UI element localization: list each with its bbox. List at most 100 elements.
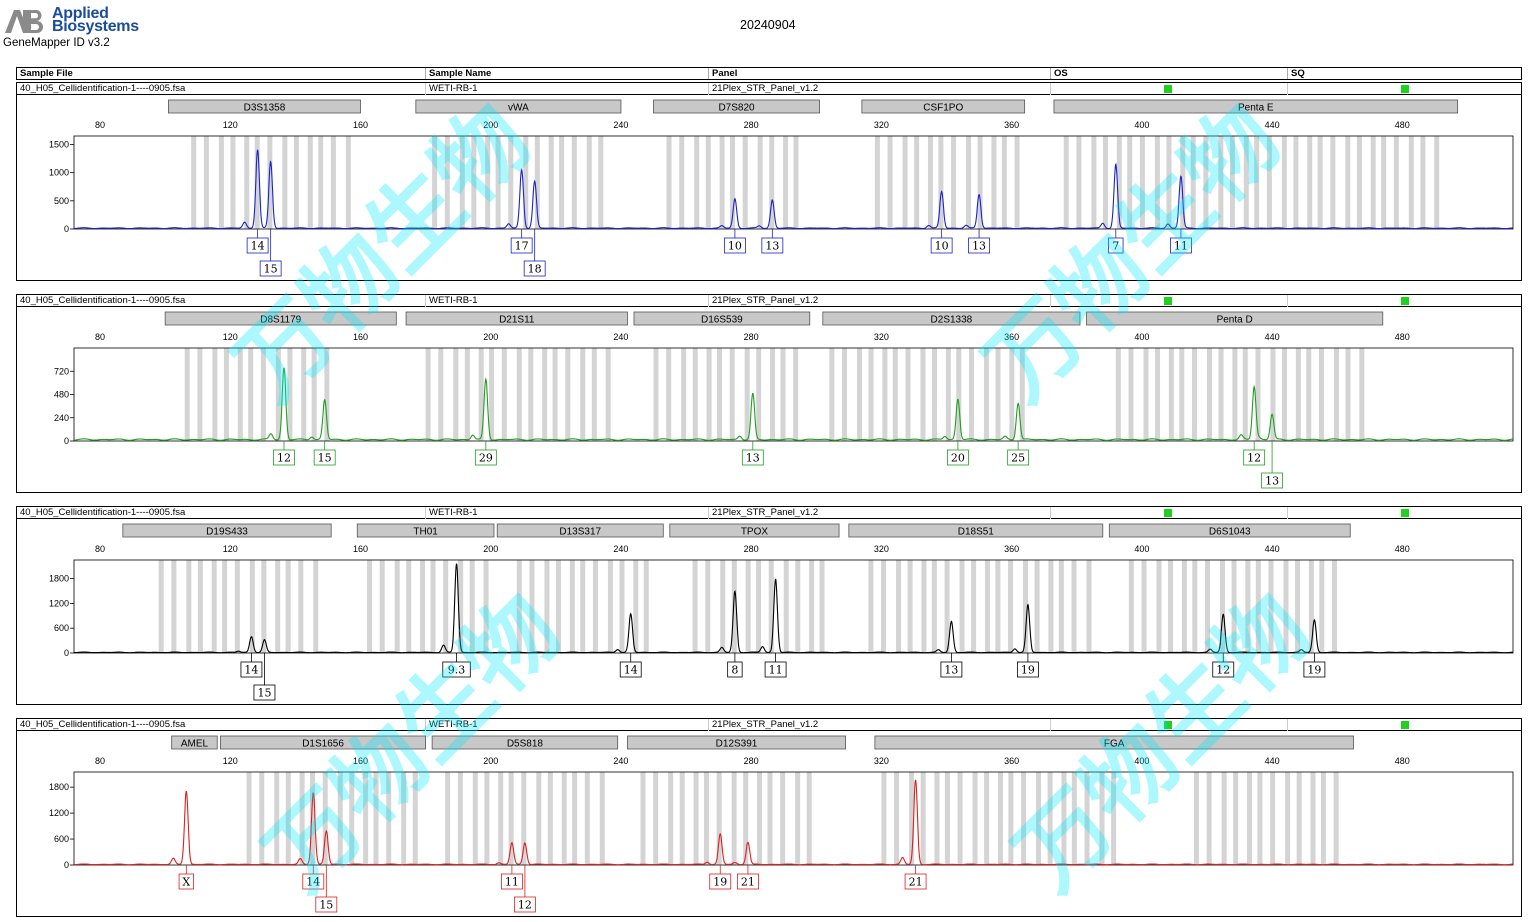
sq-status-indicator (1401, 509, 1409, 517)
allele-box (273, 449, 295, 466)
bin-bar (559, 136, 565, 229)
allele-box (1303, 661, 1326, 678)
ab-logo-icon (5, 10, 43, 33)
bin-bar (716, 772, 722, 865)
marker-label: D16S539 (701, 315, 743, 326)
bin-bar (1084, 772, 1090, 865)
col-sample-file: Sample File (20, 68, 73, 79)
allele-box (259, 260, 282, 277)
allele-label: 11 (769, 664, 783, 677)
bin-bar (1420, 136, 1426, 229)
bin-bar (444, 136, 450, 229)
bin-bar (508, 136, 514, 229)
col-panel: Panel (712, 68, 738, 79)
marker-box (848, 523, 1104, 538)
x-tick-label: 240 (613, 544, 628, 554)
os-status-indicator (1164, 721, 1172, 729)
bin-bar (780, 348, 786, 441)
bin-bar (212, 348, 218, 441)
x-tick-label: 240 (613, 120, 628, 130)
allele-call: 8 (727, 653, 743, 678)
allele-box (947, 449, 969, 466)
bin-bar (285, 560, 291, 653)
marker-box (874, 735, 1354, 750)
column-separator (425, 83, 426, 95)
marker-box (669, 523, 840, 538)
x-tick-label: 200 (483, 544, 498, 554)
marker-bar: D19S433 (122, 523, 332, 538)
sample-file-value: 40_H05_Cellidentification-1----0905.fsa (20, 507, 186, 518)
bin-bar (907, 560, 913, 653)
bin-bar (909, 772, 915, 865)
allele-bins (191, 136, 1440, 229)
allele-call: 19 (709, 865, 732, 890)
x-tick-label: 200 (483, 120, 498, 130)
bin-bar (282, 136, 288, 229)
allele-label: 15 (319, 899, 333, 912)
x-tick-label: 360 (1004, 756, 1019, 766)
signal-trace (74, 563, 1513, 654)
y-tick-label: 1800 (49, 782, 69, 792)
bin-bar (720, 560, 726, 653)
bin-bar (743, 772, 749, 865)
bin-bar (1218, 136, 1224, 229)
allele-label: 13 (765, 240, 779, 253)
bin-bar (244, 136, 250, 229)
bin-bar (605, 348, 611, 441)
sample-info-row: 40_H05_Cellidentification-1----0905.fsa W… (17, 83, 1521, 95)
x-tick-label: 480 (1395, 544, 1410, 554)
x-tick-label: 280 (744, 756, 759, 766)
y-tick-label: 240 (54, 413, 69, 423)
bin-bar (1128, 560, 1134, 653)
plot-frame (73, 559, 1514, 654)
bin-bar (956, 348, 962, 441)
bin-bar (1270, 772, 1276, 865)
bin-bar (959, 560, 965, 653)
bin-bar (1319, 560, 1325, 653)
bin-bar (1128, 348, 1134, 441)
marker-label: D3S1358 (244, 103, 286, 114)
bin-bar (780, 772, 786, 865)
allele-label: 10 (728, 240, 742, 253)
bin-bar (1255, 560, 1261, 653)
marker-bar: D6S1043 (1108, 523, 1351, 538)
marker-label: CSF1PO (923, 103, 963, 114)
bin-bar (902, 136, 908, 229)
sample-file-value: 40_H05_Cellidentification-1----0905.fsa (20, 83, 186, 94)
bin-bar (394, 560, 400, 653)
bin-bar (254, 136, 260, 229)
plot-frame (73, 771, 1514, 866)
bin-bar (318, 136, 324, 229)
allele-label: 12 (1216, 664, 1230, 677)
electropherogram-panel-red: 40_H05_Cellidentification-1----0905.fsa W… (16, 718, 1522, 917)
marker-label: FGA (1104, 739, 1125, 750)
bin-bar (386, 772, 392, 865)
y-tick-label: 720 (54, 366, 69, 376)
bin-bar (1310, 772, 1316, 865)
column-header-bar: Sample File Sample Name Panel OS SQ (16, 67, 1522, 80)
allele-label: 14 (624, 664, 638, 677)
bin-bar (1266, 136, 1272, 229)
allele-box (709, 873, 732, 890)
allele-call: 18 (523, 229, 546, 277)
bin-bar (920, 772, 926, 865)
marker-box (171, 735, 218, 750)
bin-bar (330, 136, 336, 229)
marker-label: D18S51 (958, 527, 995, 538)
bin-bar (666, 348, 672, 441)
bin-bar (197, 560, 203, 653)
bin-bar (1221, 772, 1227, 865)
bin-bar (983, 348, 989, 441)
marker-bar: AMEL (171, 735, 218, 750)
panel-value: 21Plex_STR_Panel_v1.2 (712, 295, 819, 306)
bin-bar (1203, 136, 1209, 229)
bin-bar (285, 772, 291, 865)
os-status-indicator (1164, 509, 1172, 517)
bin-bar (432, 136, 438, 229)
marker-label: D1S1656 (302, 739, 344, 750)
y-tick-label: 1000 (49, 168, 69, 178)
marker-box (496, 523, 664, 538)
allele-box (737, 873, 759, 890)
bin-bar (842, 348, 848, 441)
allele-label: 15 (318, 452, 332, 465)
